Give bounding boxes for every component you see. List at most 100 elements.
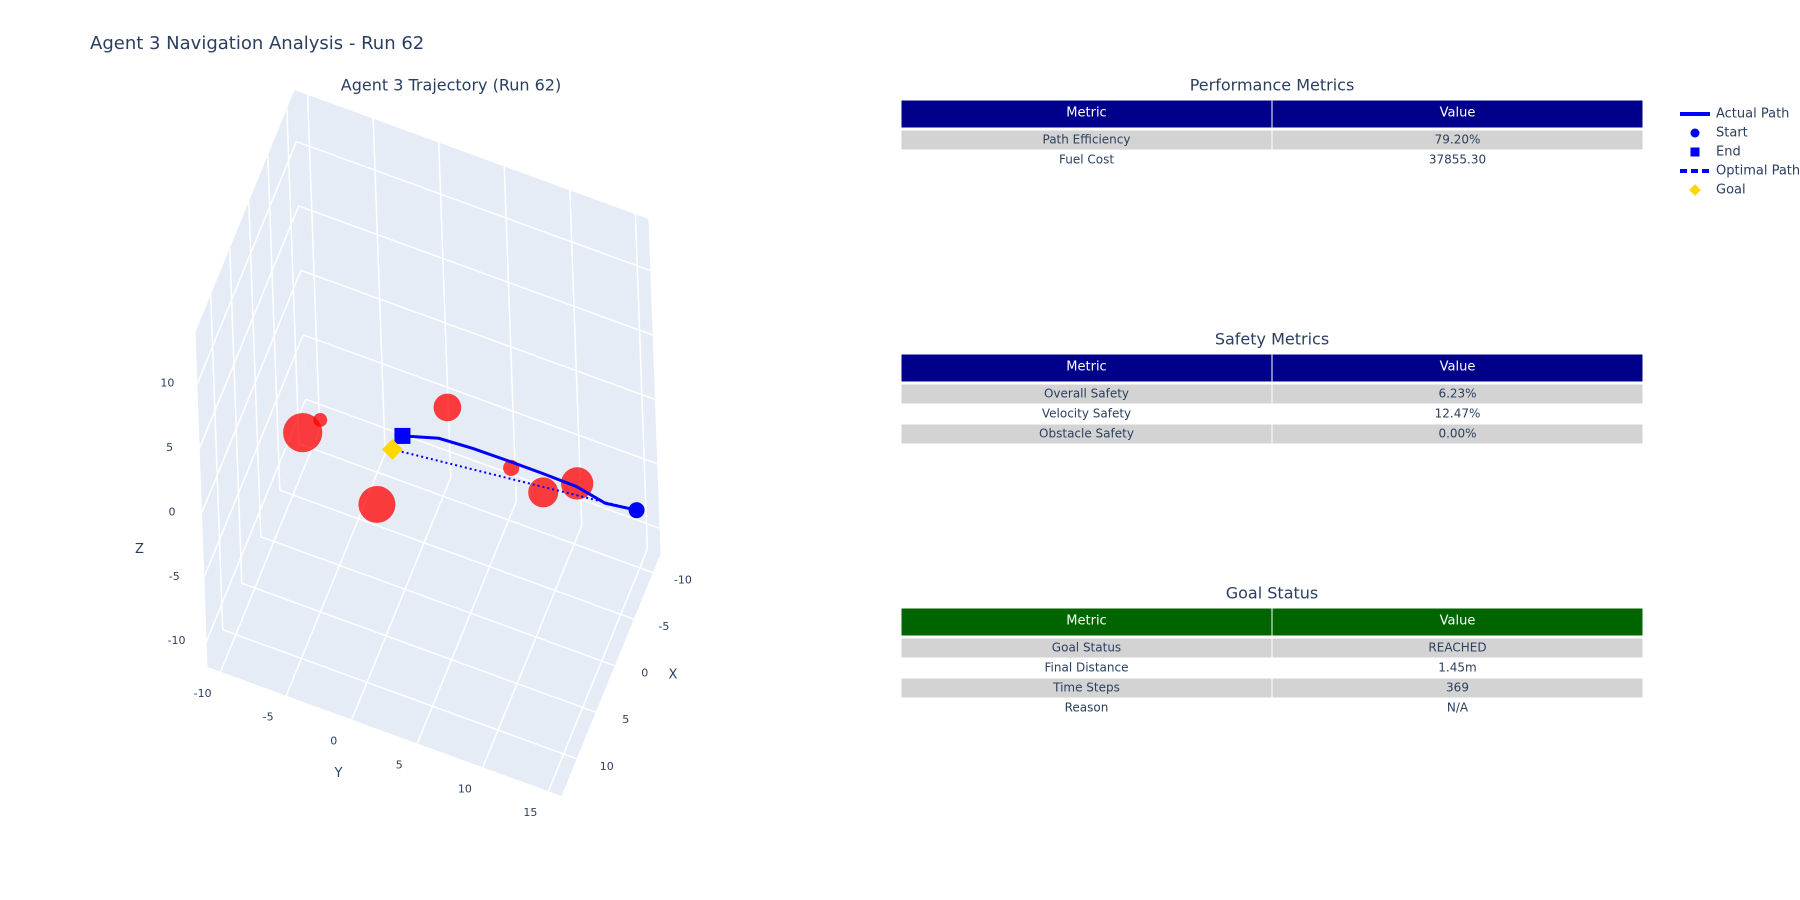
- marker: [382, 438, 403, 460]
- x-tick-label: -10: [674, 574, 692, 587]
- table-cell-text: Fuel Cost: [1059, 153, 1114, 167]
- table-cell-text: REACHED: [1428, 641, 1486, 655]
- table-cell-text: 12.47%: [1435, 407, 1481, 421]
- table-cell-text: Time Steps: [1052, 681, 1120, 695]
- grid-line: [203, 334, 304, 578]
- grid-line: [260, 535, 616, 667]
- grid-line: [198, 205, 300, 449]
- marker: [394, 427, 411, 444]
- obstacle: [528, 477, 559, 508]
- path-line: [402, 434, 637, 512]
- table-cell-text: 37855.30: [1429, 153, 1486, 167]
- table-cell-text: Obstacle Safety: [1039, 427, 1134, 441]
- legend-icon: [1690, 147, 1700, 157]
- table-cell-text: Goal Status: [1052, 641, 1121, 655]
- grid-line: [279, 489, 635, 620]
- x-tick-label: 5: [622, 713, 629, 726]
- grid-line: [298, 205, 653, 336]
- y-tick-label: 5: [396, 758, 403, 771]
- table-cell: [1271, 697, 1644, 719]
- table-header-text: Value: [1440, 614, 1476, 629]
- y-tick-label: 15: [523, 806, 537, 819]
- z-tick-label: 10: [160, 377, 174, 390]
- grid-line: [306, 94, 321, 430]
- legend-label: End: [1716, 145, 1741, 160]
- table-cell: [1271, 149, 1644, 171]
- table-cell-text: N/A: [1447, 701, 1469, 715]
- grid-line: [229, 248, 243, 584]
- grid-line: [219, 429, 321, 673]
- grid-line: [248, 201, 262, 537]
- grid-line: [222, 629, 577, 760]
- z-tick-label: 5: [166, 441, 173, 454]
- table-cell-text: 369: [1446, 681, 1469, 695]
- table-cell-text: Path Efficiency: [1043, 133, 1131, 147]
- x-tick-label: -5: [658, 620, 669, 633]
- grid-line: [305, 398, 660, 529]
- z-tick-label: 0: [168, 505, 175, 518]
- legend-label: Goal: [1716, 183, 1746, 198]
- grid-line: [196, 141, 298, 384]
- x-axis-title: X: [669, 668, 678, 683]
- table-cell-text: 1.45m: [1438, 661, 1476, 675]
- y-tick-label: -10: [194, 687, 212, 700]
- grid-line: [300, 269, 656, 401]
- obstacle: [283, 413, 323, 453]
- x-tick-label: 10: [600, 760, 614, 773]
- table-cell-text: Velocity Safety: [1042, 407, 1131, 421]
- table-title: Goal Status: [1226, 584, 1319, 603]
- y-tick-label: 0: [330, 735, 337, 748]
- grid-line: [351, 477, 452, 720]
- z-tick-label: -5: [169, 570, 180, 583]
- path-line: [392, 448, 637, 512]
- legend-icon: [1690, 128, 1700, 138]
- page-title: Agent 3 Navigation Analysis - Run 62: [90, 33, 424, 54]
- table-header-cell: [900, 99, 1273, 129]
- grid-line: [372, 118, 386, 454]
- grid-line: [303, 334, 658, 465]
- legend-label: Start: [1716, 126, 1748, 141]
- grid-line: [547, 548, 649, 792]
- obstacle: [358, 485, 396, 523]
- floor: [207, 425, 661, 796]
- grid-line: [286, 108, 300, 444]
- y-tick-label: 10: [458, 782, 472, 795]
- table-header-cell: [1271, 353, 1644, 383]
- table-header-text: Metric: [1066, 106, 1106, 121]
- grid-line: [298, 442, 654, 574]
- y-tick-label: -5: [263, 711, 274, 724]
- obstacle: [433, 393, 462, 422]
- grid-line: [503, 166, 518, 502]
- table-title: Performance Metrics: [1190, 76, 1355, 95]
- obstacle: [313, 413, 328, 427]
- legend-label: Optimal Path: [1716, 164, 1800, 179]
- wall-y: [195, 90, 307, 667]
- table-header-text: Metric: [1066, 614, 1106, 629]
- x-tick-label: 0: [641, 667, 648, 680]
- grid-line: [634, 214, 649, 550]
- table-header-cell: [1271, 607, 1644, 637]
- chart-title: Agent 3 Trajectory (Run 62): [341, 76, 561, 95]
- table-title: Safety Metrics: [1215, 330, 1329, 349]
- table-cell-text: Overall Safety: [1044, 387, 1129, 401]
- legend-icon: [1689, 184, 1701, 196]
- grid-line: [437, 142, 452, 478]
- grid-line: [241, 582, 597, 713]
- table-header-text: Metric: [1066, 360, 1106, 375]
- grid-line: [267, 155, 281, 491]
- z-axis-title: Z: [135, 542, 144, 557]
- legend-label: Actual Path: [1716, 107, 1789, 122]
- grid-line: [296, 140, 651, 272]
- table-cell-text: Final Distance: [1045, 661, 1129, 675]
- table-header-text: Value: [1440, 106, 1476, 121]
- table-header-text: Value: [1440, 360, 1476, 375]
- table-cell-text: 0.00%: [1438, 427, 1476, 441]
- table-cell-text: 79.20%: [1435, 133, 1481, 147]
- table-cell-text: Reason: [1065, 701, 1109, 715]
- table-header-cell: [900, 607, 1273, 637]
- wall-x: [294, 90, 661, 554]
- z-tick-label: -10: [168, 634, 186, 647]
- table-cell: [1271, 423, 1644, 445]
- grid-line: [209, 294, 224, 630]
